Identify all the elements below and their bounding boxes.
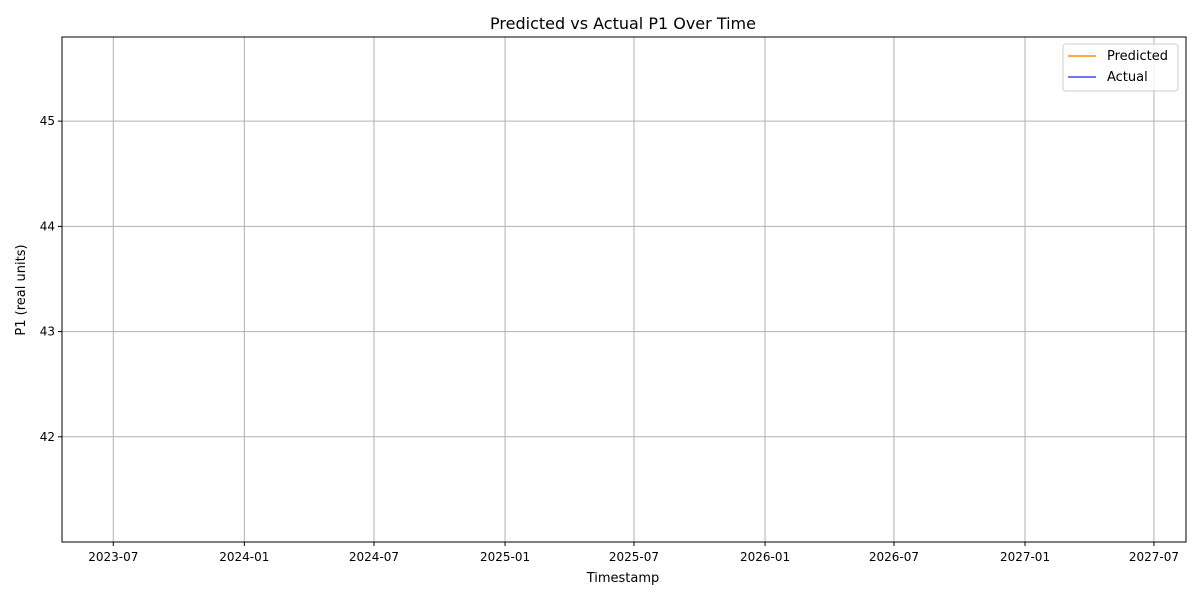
y-tick-label: 45 — [40, 114, 55, 128]
x-tick-label: 2026-01 — [740, 550, 790, 564]
legend-label: Predicted — [1107, 49, 1168, 64]
x-axis: 2023-07 2024-01 2024-07 2025-01 2025-07 2026-… — [88, 542, 1179, 564]
x-tick-label: 2027-07 — [1129, 550, 1179, 564]
x-tick-label: 2023-07 — [88, 550, 138, 564]
x-tick-label: 2025-07 — [609, 550, 659, 564]
y-axis: 42 43 44 45 — [40, 114, 62, 444]
plot-frame — [61, 36, 1187, 543]
grid-layer — [62, 37, 1186, 542]
x-tick-label: 2027-01 — [1000, 550, 1050, 564]
y-tick-label: 42 — [40, 430, 55, 444]
y-tick-label: 43 — [40, 325, 55, 339]
legend: Predicted Actual — [1062, 43, 1179, 92]
chart-title: Predicted vs Actual P1 Over Time — [490, 14, 756, 33]
x-tick-label: 2026-07 — [869, 550, 919, 564]
x-axis-label: Timestamp — [586, 571, 660, 586]
y-axis-label: P1 (real units) — [14, 244, 29, 335]
x-tick-label: 2024-07 — [349, 550, 399, 564]
x-tick-label: 2024-01 — [219, 550, 269, 564]
x-tick-label: 2025-01 — [480, 550, 530, 564]
y-tick-label: 44 — [40, 219, 55, 233]
legend-label: Actual — [1107, 70, 1148, 85]
